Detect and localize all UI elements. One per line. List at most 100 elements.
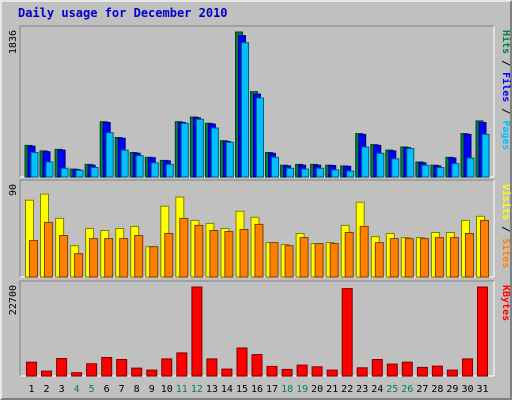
bar-kbytes-day-2 xyxy=(41,370,52,377)
legend-hits: Hits xyxy=(500,30,512,54)
bar-kbytes-day-28 xyxy=(431,365,443,377)
bar-kbytes-day-3 xyxy=(56,358,68,377)
bar-pages-day-27 xyxy=(421,164,430,178)
x-tick-label: 17 xyxy=(266,384,278,395)
bar-kbytes-day-27 xyxy=(416,366,428,377)
bar-pages-day-9 xyxy=(150,162,159,178)
bar-pages-day-13 xyxy=(210,127,219,178)
bar-sites-day-15 xyxy=(239,229,249,278)
bar-kbytes-day-6 xyxy=(101,357,113,377)
bar-sites-day-19 xyxy=(299,237,309,278)
bar-sites-day-14 xyxy=(224,231,234,278)
x-tick-label: 11 xyxy=(176,384,188,395)
bar-sites-day-17 xyxy=(269,242,279,278)
bar-pages-day-23 xyxy=(361,146,370,178)
bar-pages-day-6 xyxy=(105,132,114,178)
x-tick-label: 21 xyxy=(326,384,338,395)
x-tick-label: 4 xyxy=(74,384,80,395)
bar-pages-day-31 xyxy=(481,133,490,178)
bar-pages-day-5 xyxy=(90,167,99,178)
x-tick-label: 13 xyxy=(206,384,218,395)
x-tick-label: 28 xyxy=(431,384,443,395)
x-tick-label: 22 xyxy=(341,384,353,395)
legend-separator: / xyxy=(500,54,511,72)
bar-pages-day-28 xyxy=(436,167,445,178)
bar-sites-day-21 xyxy=(329,243,339,278)
bar-kbytes-day-20 xyxy=(311,366,323,377)
bar-sites-day-13 xyxy=(209,230,219,278)
bar-sites-day-8 xyxy=(134,235,144,278)
x-tick-label: 31 xyxy=(476,384,488,395)
legend-pages: Pages xyxy=(500,120,511,150)
bar-kbytes-day-10 xyxy=(161,358,173,377)
bar-pages-day-7 xyxy=(120,149,129,178)
x-tick-label: 10 xyxy=(161,384,173,395)
x-tick-label: 1 xyxy=(28,384,34,395)
bar-kbytes-day-12 xyxy=(191,286,203,377)
bar-kbytes-day-5 xyxy=(86,363,98,377)
x-tick-label: 19 xyxy=(296,384,308,395)
legend-kbytes: KBytes xyxy=(500,285,511,321)
bar-pages-day-20 xyxy=(316,167,325,178)
x-tick-label: 20 xyxy=(311,384,323,395)
legend-kbytes: KBytes xyxy=(500,285,511,321)
y-max-label: 22700 xyxy=(8,285,19,315)
bar-kbytes-day-17 xyxy=(266,365,278,377)
bar-sites-day-16 xyxy=(254,223,264,278)
bar-sites-day-29 xyxy=(449,237,459,278)
bar-pages-day-4 xyxy=(75,169,84,178)
x-tick-label: 8 xyxy=(134,384,140,395)
x-tick-label: 27 xyxy=(416,384,428,395)
bar-sites-day-27 xyxy=(419,238,429,278)
bar-pages-day-19 xyxy=(301,168,310,178)
bar-sites-day-30 xyxy=(465,233,474,278)
bar-pages-day-3 xyxy=(60,167,69,178)
bar-pages-day-15 xyxy=(241,42,249,178)
bar-sites-day-18 xyxy=(284,245,294,278)
bar-sites-day-23 xyxy=(359,225,369,278)
x-tick-label: 25 xyxy=(386,384,398,395)
bar-kbytes-day-19 xyxy=(296,364,308,377)
bar-pages-day-24 xyxy=(376,152,385,178)
bar-pages-day-2 xyxy=(45,161,54,178)
bar-kbytes-day-4 xyxy=(71,372,83,377)
x-tick-label: 14 xyxy=(221,384,233,395)
x-tick-label: 6 xyxy=(104,384,110,395)
bar-kbytes-day-11 xyxy=(176,352,188,377)
bar-pages-day-16 xyxy=(256,97,264,178)
x-tick-label: 2 xyxy=(43,384,49,395)
legend-sites: Sites xyxy=(500,238,512,268)
bar-sites-day-6 xyxy=(104,238,114,278)
bar-kbytes-day-14 xyxy=(221,368,233,377)
legend-visits-sites: Visits / Sites xyxy=(500,184,512,268)
bar-pages-day-12 xyxy=(195,118,204,178)
x-tick-label: 23 xyxy=(356,384,368,395)
bar-sites-day-10 xyxy=(164,233,174,278)
legend-hits-files-pages: Hits / Files / Pages xyxy=(500,30,512,150)
bar-pages-day-11 xyxy=(180,122,189,178)
x-tick-label: 7 xyxy=(119,384,125,395)
bar-sites-day-20 xyxy=(314,243,324,278)
bar-kbytes-day-31 xyxy=(477,286,488,377)
bar-kbytes-day-13 xyxy=(206,358,218,377)
bar-pages-day-14 xyxy=(225,141,234,178)
bar-sites-day-22 xyxy=(344,232,354,278)
bar-kbytes-day-1 xyxy=(26,361,37,377)
y-max-label: 90 xyxy=(8,184,19,196)
x-tick-label: 26 xyxy=(401,384,413,395)
bar-pages-day-30 xyxy=(466,157,475,178)
bar-sites-day-25 xyxy=(389,238,399,278)
x-tick-label: 12 xyxy=(191,384,203,395)
bar-sites-day-31 xyxy=(480,219,489,278)
x-tick-label: 3 xyxy=(59,384,65,395)
bar-kbytes-day-7 xyxy=(116,359,128,377)
bar-kbytes-day-22 xyxy=(341,288,353,377)
bar-sites-day-3 xyxy=(59,235,69,278)
bar-kbytes-day-21 xyxy=(326,369,338,377)
x-tick-label: 30 xyxy=(461,384,473,395)
bar-sites-day-26 xyxy=(404,238,414,278)
bar-sites-day-7 xyxy=(119,238,129,278)
bar-sites-day-5 xyxy=(89,238,99,278)
bar-pages-day-18 xyxy=(286,167,295,178)
bar-sites-day-2 xyxy=(44,221,53,278)
